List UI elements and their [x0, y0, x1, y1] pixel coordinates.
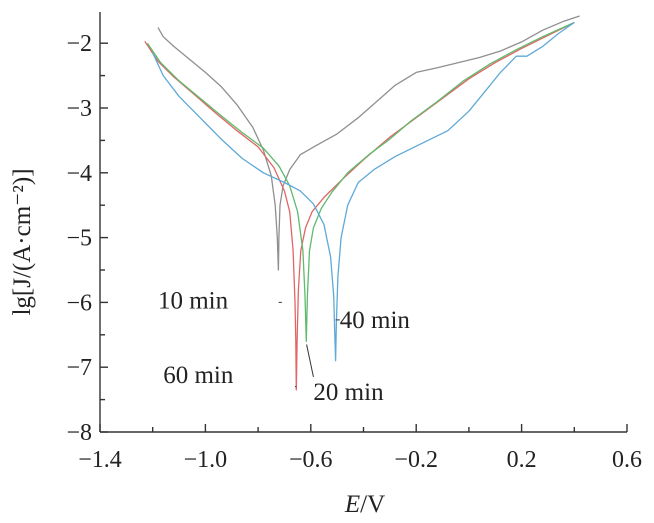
x-axis-title-unit: /V [360, 491, 385, 518]
x-axis-title-var: E [344, 491, 360, 518]
x-tick-label: −0.6 [289, 447, 333, 473]
annotation-label: 10 min [158, 287, 229, 314]
curves [144, 15, 580, 391]
annotations: 10 min 60 min 20 min 40 min [158, 287, 410, 405]
annotation-label: 40 min [340, 307, 411, 334]
annotation-label: 60 min [163, 362, 234, 389]
series-line-60-min [144, 21, 575, 391]
y-tick-label: −5 [66, 226, 92, 252]
y-tick-label: −7 [66, 355, 92, 381]
x-tick-label: 0.6 [612, 447, 642, 473]
x-tick-label: 0.2 [507, 447, 537, 473]
x-ticks: −1.4 −1.0 −0.6 −0.2 0.2 0.6 [78, 424, 642, 473]
y-tick-label: −6 [66, 290, 92, 316]
y-axis-title: lg[J/(A·cm⁻²)] [9, 168, 36, 315]
y-ticks: −8 −7 −6 −5 −4 −3 −2 [66, 31, 108, 446]
series-line-40-min [152, 21, 575, 362]
x-axis-title: E/V [344, 491, 385, 518]
x-tick-label: −1.0 [184, 447, 228, 473]
x-tick-label: −0.2 [394, 447, 438, 473]
series-line-20-min [146, 21, 575, 342]
y-tick-label: −8 [66, 420, 92, 446]
x-tick-label: −1.4 [78, 447, 122, 473]
y-tick-label: −4 [66, 161, 92, 187]
series-line-10-min [157, 15, 580, 271]
y-tick-label: −3 [66, 96, 92, 122]
annotation-label: 20 min [313, 379, 384, 406]
annotation-leader [306, 344, 314, 378]
y-tick-label: −2 [66, 31, 92, 57]
